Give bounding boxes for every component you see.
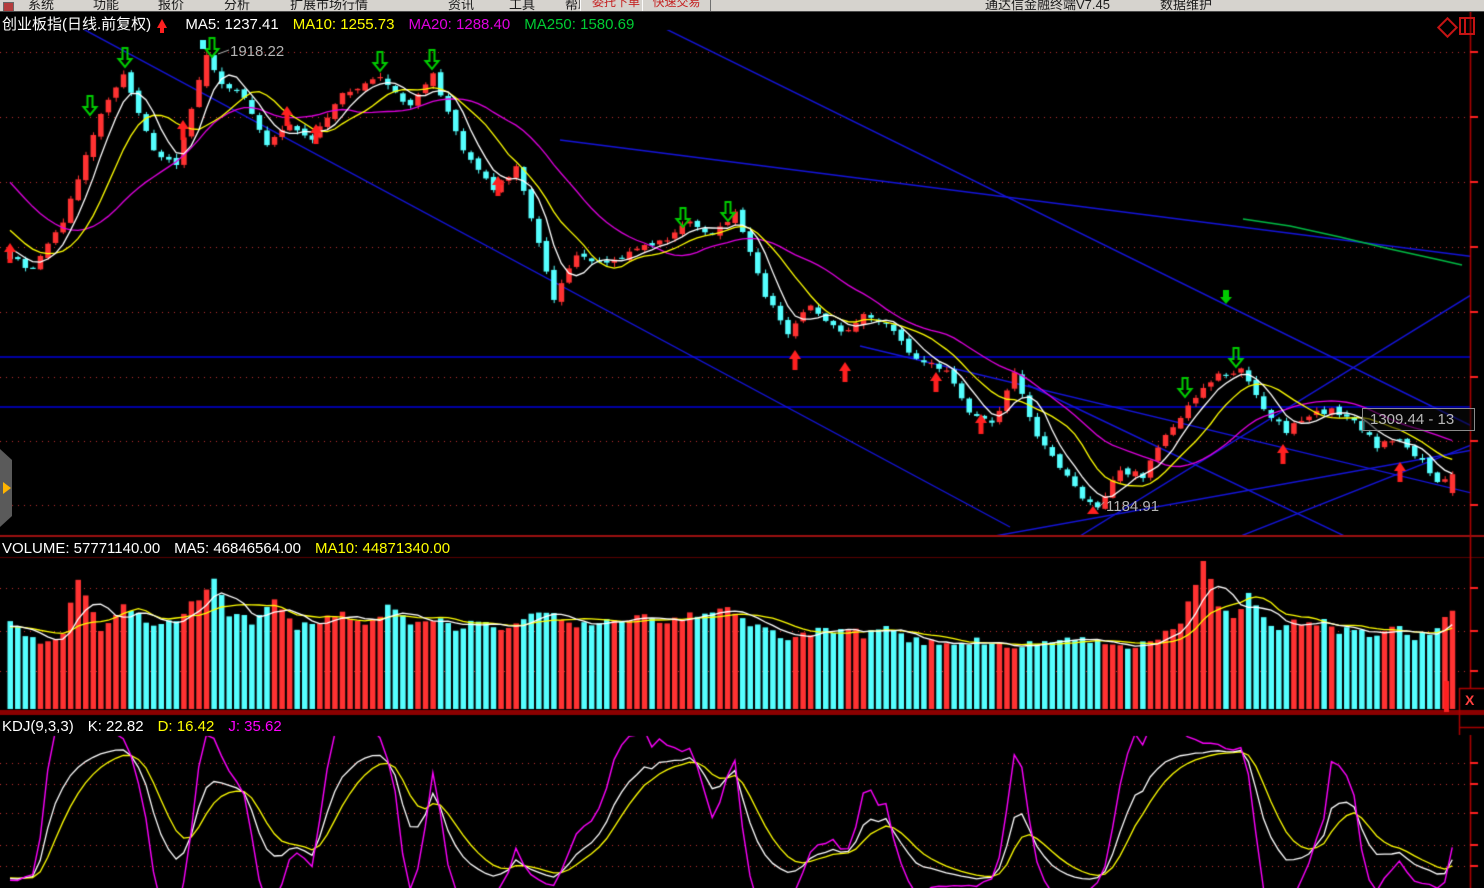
kdj-header: KDJ(9,3,3) K: 22.82 D: 16.42 J: 35.62	[2, 718, 310, 735]
close-panel-button[interactable]: X	[1465, 692, 1475, 708]
kdj-indicator-values: KDJ(9,3,3) K: 22.82 D: 16.42 J: 35.62	[2, 718, 296, 735]
split-window-icon[interactable]	[1459, 17, 1475, 35]
low-price-annotation: 1184.91	[1106, 498, 1160, 515]
indicator-value-2: MA20: 1288.40	[408, 16, 511, 33]
volume-indicator-values: VOLUME: 57771140.00 MA5: 46846564.00 MA10:…	[2, 540, 464, 557]
indicator-value-0: VOLUME: 57771140.00	[2, 540, 161, 557]
menu-quick-button-1[interactable]: 快速交易	[642, 0, 711, 11]
sidebar-collapse-handle[interactable]	[0, 449, 12, 527]
menu-item-6[interactable]: 工具	[509, 0, 536, 12]
indicator-value-0: MA5: 1237.41	[185, 16, 279, 33]
indicator-value-3: J: 35.62	[228, 718, 282, 735]
menu-item-4[interactable]: 扩展市场行情	[290, 0, 369, 12]
menu-item-3[interactable]: 分析	[224, 0, 251, 12]
main-chart-header: 创业板指(日线.前复权) MA5: 1237.41 MA10: 1255.73 MA…	[2, 13, 662, 34]
menu-item-2[interactable]: 报价	[158, 0, 185, 12]
indicator-value-1: K: 22.82	[87, 718, 144, 735]
menu-item-7[interactable]: 帮助	[565, 0, 592, 12]
indicator-value-1: MA10: 1255.73	[292, 16, 395, 33]
measure-label-box[interactable]: 1309.44 - 13	[1362, 408, 1475, 431]
high-price-annotation: 1918.22	[230, 43, 285, 60]
indicator-value-3: MA250: 1580.69	[524, 16, 635, 33]
chart-canvas[interactable]	[0, 11, 1484, 888]
indicator-value-2: D: 16.42	[157, 718, 215, 735]
measure-label: 1309.44 - 13	[1370, 411, 1455, 428]
menu-item-0[interactable]: 系统	[28, 0, 55, 12]
up-arrow-icon	[157, 19, 168, 33]
indicator-value-2: MA10: 44871340.00	[314, 540, 451, 557]
menu-item-5[interactable]: 资讯	[448, 0, 475, 12]
menu-item-1[interactable]: 功能	[93, 0, 120, 12]
menu-bar: 系统 功能 报价 分析 扩展市场行情 资讯 工具 帮助 委托下单 快速交易 通达信金融终端V7.45…	[0, 0, 1484, 12]
indicator-value-0: KDJ(9,3,3)	[2, 718, 74, 735]
menu-right-item-1[interactable]: 数据维护	[1160, 0, 1213, 12]
menu-right-item-0[interactable]: 通达信金融终端V7.45	[985, 0, 1110, 12]
expand-arrow-icon	[3, 482, 11, 494]
volume-header: VOLUME: 57771140.00 MA5: 46846564.00 MA10:…	[2, 540, 478, 557]
symbol-title: 创业板指(日线.前复权)	[2, 16, 152, 33]
app-icon[interactable]	[3, 2, 14, 11]
indicator-value-1: MA5: 46846564.00	[174, 540, 301, 557]
ma-indicator-values: MA5: 1237.41 MA10: 1255.73 MA20: 1288.40 MA…	[185, 16, 648, 33]
